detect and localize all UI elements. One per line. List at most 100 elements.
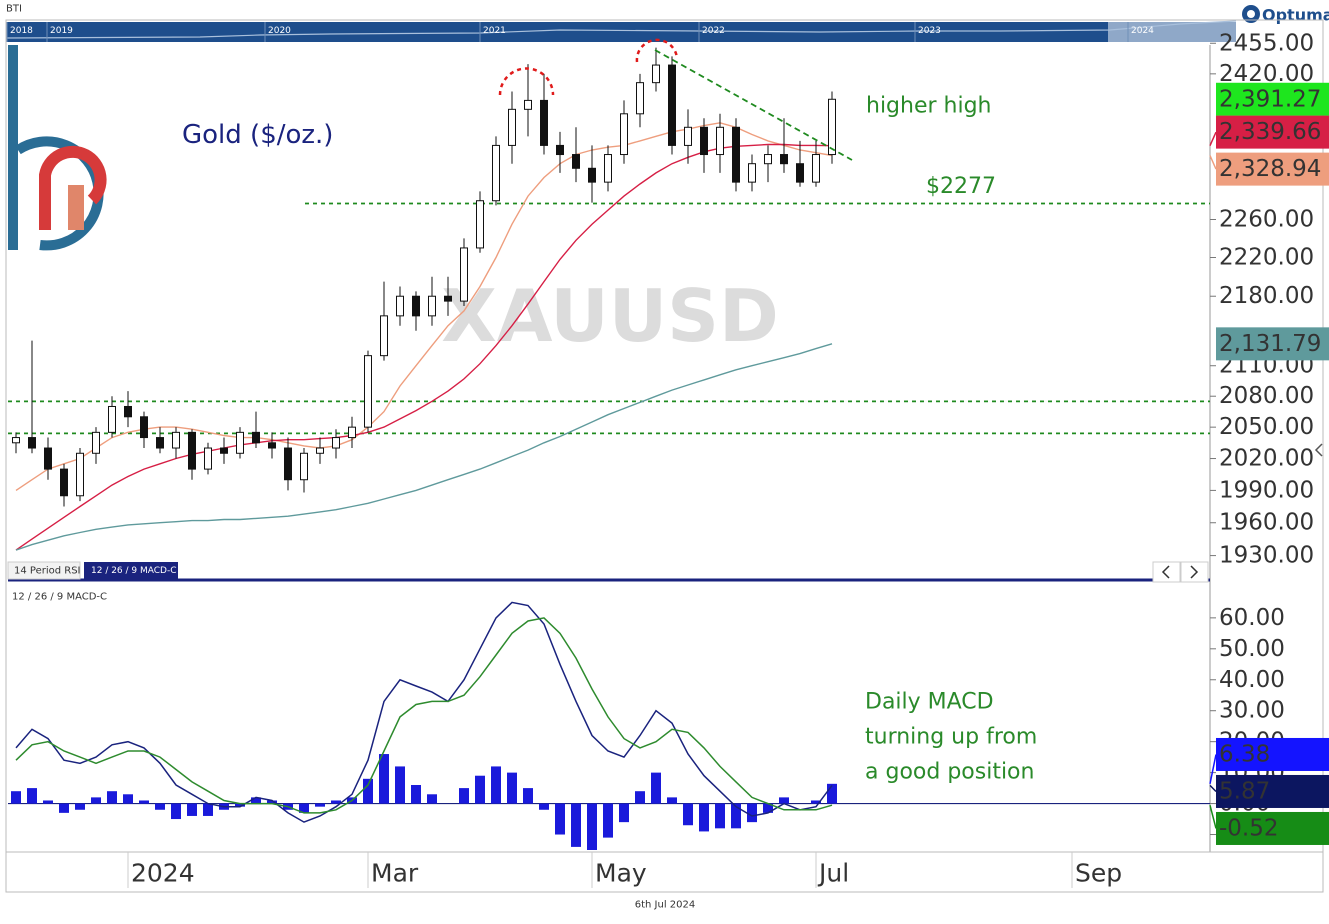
candle-body (796, 163, 804, 183)
candle-body (348, 426, 356, 439)
annotation: higher high (866, 94, 992, 119)
tab-active[interactable] (84, 562, 178, 579)
histogram-bar (811, 800, 821, 804)
value-badge-label: 2,131.79 (1219, 331, 1321, 357)
badge-connector (1209, 754, 1217, 784)
logo-bar (8, 45, 18, 250)
x-tick-label: Sep (1075, 859, 1122, 888)
level-label: $2277 (926, 174, 996, 199)
candle-body (588, 167, 596, 183)
candle-body (60, 468, 68, 497)
badge-connector (1209, 804, 1217, 829)
top-arc (498, 67, 555, 96)
symbol: BTI (6, 4, 22, 15)
tab-label[interactable]: 14 Period RSI (14, 566, 81, 577)
x-tick-label: Mar (371, 859, 419, 888)
candle-body (412, 295, 420, 317)
candle-body (92, 431, 100, 454)
candle-body (524, 99, 532, 110)
candle-body (732, 126, 740, 183)
value-badge (1216, 115, 1329, 149)
histogram-bar (763, 803, 773, 813)
histogram-bar (187, 803, 197, 816)
value-badge (1216, 82, 1329, 116)
candle-body (204, 447, 212, 470)
y-tick-label: 2420.00 (1219, 61, 1314, 87)
candle-body (364, 355, 372, 428)
histogram-bar (667, 797, 677, 804)
y-tick-label: 2080.00 (1219, 383, 1314, 409)
histogram-bar (59, 803, 69, 813)
histogram-bar (155, 803, 165, 810)
histogram-bar (683, 803, 693, 826)
y-tick-label: 1930.00 (1219, 543, 1314, 569)
candle-body (236, 431, 244, 454)
candle-body (764, 154, 772, 165)
scroll-left[interactable] (1152, 561, 1181, 583)
scroll-left-icon (1161, 565, 1170, 579)
y-tick-label: 1960.00 (1219, 510, 1314, 536)
annotation: Daily MACD (865, 690, 994, 715)
candle-body (44, 447, 52, 470)
y-tick-label: 2455.00 (1219, 30, 1314, 56)
x-tick-label: 2024 (131, 859, 195, 888)
candle-body (540, 99, 548, 146)
candle-body (220, 447, 228, 454)
candle-body (444, 295, 452, 302)
overview-strip[interactable] (6, 22, 1236, 42)
candle-body (492, 144, 500, 202)
histogram-bar (651, 772, 661, 804)
value-badge-label: 5.87 (1219, 778, 1270, 804)
candle-body (428, 295, 436, 317)
watermark: XAUUSD (441, 274, 779, 358)
histogram-bar (379, 754, 389, 804)
y-tick-label: 60.00 (1219, 605, 1285, 631)
logo-mark-fill (68, 185, 84, 230)
histogram-bar (699, 803, 709, 832)
candle-body (716, 126, 724, 156)
candle-body (572, 154, 580, 169)
histogram-bar (747, 803, 757, 823)
x-tick-label: Jul (817, 859, 849, 888)
y-tick-label: 1990.00 (1219, 477, 1314, 503)
value-badge-label: 2,339.66 (1219, 119, 1321, 145)
year-label: 2021 (483, 26, 506, 36)
histogram-bar (299, 803, 309, 813)
value-badge (1216, 737, 1329, 771)
candle-body (620, 113, 628, 156)
overview-line (5, 20, 1237, 39)
candle-body (300, 452, 308, 481)
histogram-bar (331, 800, 341, 804)
candle-body (268, 442, 276, 449)
candle-body (604, 154, 612, 183)
x-tick-label: May (595, 859, 647, 888)
candle-body (476, 200, 484, 249)
year-label: 2023 (918, 26, 941, 36)
histogram-bar (587, 803, 597, 850)
brand: Optuma (1262, 6, 1329, 25)
histogram-bar (523, 788, 533, 804)
moving-average (15, 122, 833, 491)
histogram-bar (315, 803, 325, 807)
scroll-right[interactable] (1180, 561, 1209, 583)
histogram-bar (779, 797, 789, 804)
y-tick-label: 30.00 (1219, 698, 1285, 724)
histogram-bar (171, 803, 181, 820)
histogram-bar (107, 791, 117, 804)
histogram-bar (11, 791, 21, 804)
brand-icon-inner (1247, 10, 1255, 18)
histogram-bar (75, 803, 85, 810)
y-tick-label: 2260.00 (1219, 206, 1314, 232)
candle-body (508, 108, 516, 146)
value-badge (1216, 774, 1329, 808)
signal-line (15, 617, 833, 814)
panel-toggle[interactable] (1314, 443, 1323, 457)
tab[interactable] (7, 561, 81, 580)
histogram-bar (475, 775, 485, 804)
candle-body (252, 431, 260, 444)
tab-label[interactable]: 12 / 26 / 9 MACD-C (91, 566, 177, 576)
histogram-bar (43, 800, 53, 804)
candle-body (124, 405, 132, 418)
